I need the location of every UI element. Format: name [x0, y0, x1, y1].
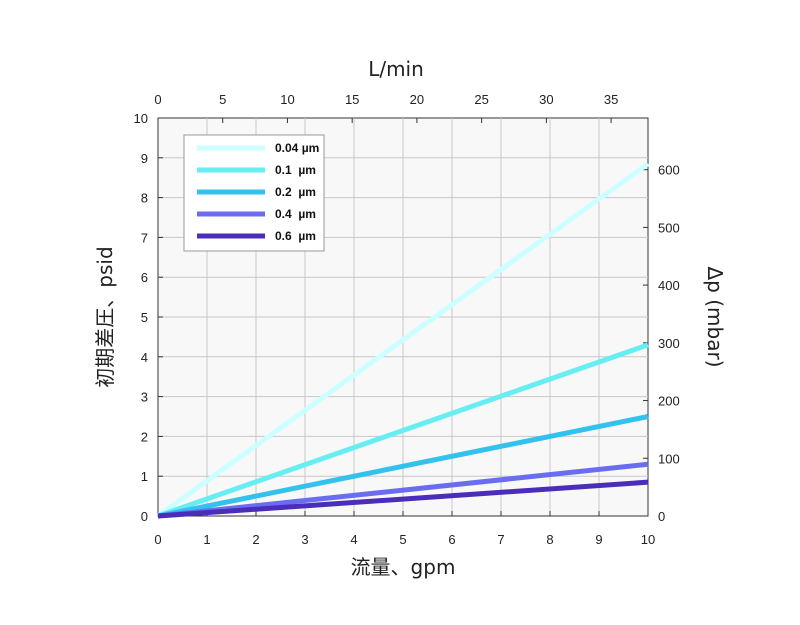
- x-tick-label: 3: [301, 532, 308, 547]
- legend-label-4: 0.4 µm: [275, 207, 316, 221]
- x-tick-label: 1: [203, 532, 210, 547]
- y2-tick-label: 400: [658, 278, 680, 293]
- y-tick-label: 6: [141, 270, 148, 285]
- legend-label-2: 0.1 µm: [275, 163, 316, 177]
- series-line-2: [157, 342, 649, 519]
- y2-tick-label: 600: [658, 163, 680, 178]
- x2-tick-label: 10: [280, 92, 294, 107]
- series-line-3: [157, 414, 649, 519]
- y2-tick-label: 500: [658, 220, 680, 235]
- y-tick-label: 4: [141, 350, 148, 365]
- y-tick-label: 3: [141, 390, 148, 405]
- legend-label-3: 0.2 µm: [275, 185, 316, 199]
- grid: [158, 118, 648, 516]
- y2-tick-label: 100: [658, 451, 680, 466]
- x-tick-label: 9: [595, 532, 602, 547]
- y-tick-label: 10: [134, 111, 148, 126]
- y-tick-label: 5: [141, 310, 148, 325]
- y2-tick-label: 300: [658, 336, 680, 351]
- x2-tick-label: 35: [604, 92, 618, 107]
- legend-label-5: 0.6 µm: [275, 229, 316, 243]
- legend-label-1: 0.04 µm: [275, 141, 319, 155]
- y-tick-label: 8: [141, 191, 148, 206]
- series-line-1: [156, 161, 650, 519]
- x-tick-label: 8: [546, 532, 553, 547]
- x-tick-label: 5: [399, 532, 406, 547]
- series-lines: [156, 161, 650, 519]
- y-axis-title: 初期差圧、psid: [93, 246, 117, 387]
- y-tick-label: 2: [141, 429, 148, 444]
- x-tick-label: 6: [448, 532, 455, 547]
- x2-tick-label: 30: [539, 92, 553, 107]
- y-tick-label: 9: [141, 151, 148, 166]
- legend: 0.04 µm 0.1 µm 0.2 µm 0.4 µm 0.6 µm: [183, 134, 325, 252]
- x-tick-label: 4: [350, 532, 357, 547]
- series-line-4: [157, 461, 649, 519]
- series-line-5: [157, 479, 649, 519]
- x2-axis-title: L/min: [368, 57, 424, 81]
- x-axis-title: 流量、gpm: [351, 555, 456, 579]
- x2-tick-label: 20: [410, 92, 424, 107]
- x2-tick-label: 5: [219, 92, 226, 107]
- x2-tick-label: 0: [154, 92, 161, 107]
- y-tick-label: 1: [141, 469, 148, 484]
- y2-tick-label: 200: [658, 394, 680, 409]
- y-tick-label: 0: [141, 509, 148, 524]
- x-tick-label: 10: [641, 532, 655, 547]
- x-tick-label: 7: [497, 532, 504, 547]
- y2-axis-title: Δp (mbar): [703, 267, 727, 368]
- x2-tick-label: 25: [474, 92, 488, 107]
- y2-tick-label: 0: [658, 509, 665, 524]
- x2-tick-label: 15: [345, 92, 359, 107]
- x-tick-label: 2: [252, 532, 259, 547]
- y-tick-label: 7: [141, 230, 148, 245]
- x-tick-label: 0: [154, 532, 161, 547]
